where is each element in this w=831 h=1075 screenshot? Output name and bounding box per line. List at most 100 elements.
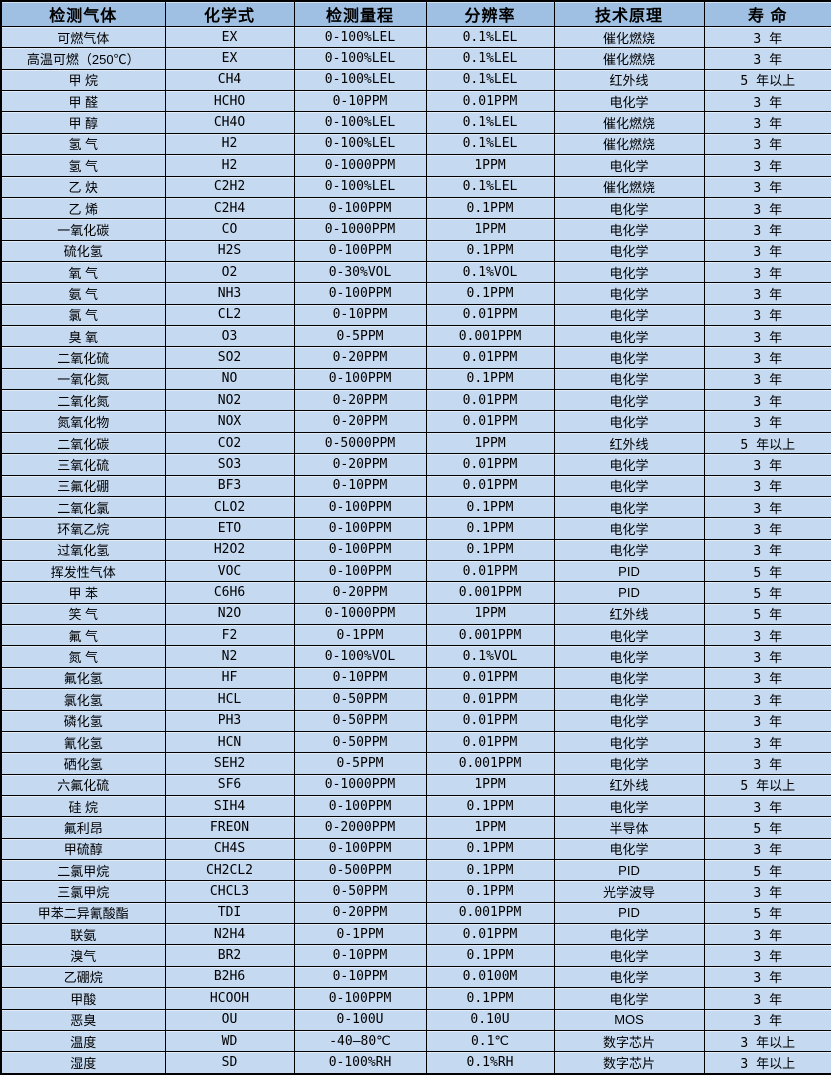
table-row: 环氧乙烷 ETO 0-100PPM 0.1PPM 电化学 3 年: [0, 517, 831, 540]
table-cell: 5 年以上: [703, 773, 831, 796]
table-cell: CHCL3: [164, 880, 295, 903]
table-cell: PID: [553, 859, 705, 882]
header-cell: 分辨率: [425, 0, 555, 27]
table-cell: 0.001PPM: [425, 752, 555, 775]
table-cell: 温度: [0, 1029, 166, 1053]
table-row: 臭 氧 O3 0-5PPM 0.001PPM 电化学 3 年: [0, 325, 831, 348]
table-cell: 3 年: [703, 923, 831, 946]
table-cell: N2: [164, 645, 295, 668]
table-cell: 0-100PPM: [293, 837, 427, 861]
table-cell: 二氧化氮: [0, 389, 166, 412]
table-cell: 0.1PPM: [425, 837, 555, 861]
table-cell: 5 年: [703, 859, 831, 882]
table-cell: CH4S: [164, 837, 295, 861]
table-cell: SF6: [164, 773, 295, 796]
table-cell: CLO2: [164, 495, 295, 519]
table-cell: 3 年: [703, 154, 831, 177]
table-cell: 电化学: [553, 410, 705, 433]
table-cell: 甲 醛: [0, 90, 166, 113]
table-cell: 电化学: [553, 752, 705, 775]
table-cell: 0-10PPM: [293, 666, 427, 690]
table-cell: CH4O: [164, 111, 295, 134]
table-cell: SD: [164, 1051, 295, 1075]
table-cell: 甲 苯: [0, 581, 166, 604]
table-cell: 电化学: [553, 987, 705, 1010]
table-cell: 0.1%VOL: [425, 260, 555, 284]
table-cell: 一氧化氮: [0, 367, 166, 391]
table-cell: 0.1PPM: [425, 880, 555, 903]
table-cell: 3 年以上: [703, 1029, 831, 1053]
table-cell: 0-100PPM: [293, 987, 427, 1010]
table-cell: 0.1%RH: [425, 1051, 555, 1075]
table-cell: 0.01PPM: [425, 474, 555, 497]
table-cell: 挥发性气体: [0, 559, 166, 583]
table-cell: 催化燃烧: [553, 175, 705, 198]
table-cell: 数字芯片: [553, 1029, 705, 1053]
table-cell: 0.01PPM: [425, 346, 555, 369]
table-row: 二氧化碳 CO2 0-5000PPM 1PPM 红外线 5 年以上: [0, 431, 831, 455]
table-cell: 0.1%LEL: [425, 47, 555, 70]
table-cell: 0-100PPM: [293, 517, 427, 540]
table-cell: PID: [553, 581, 705, 604]
table-cell: 0.1PPM: [425, 367, 555, 391]
table-cell: H2: [164, 154, 295, 177]
table-cell: 3 年: [703, 624, 831, 647]
table-cell: N2O: [164, 602, 295, 626]
table-row: 甲 烷 CH4 0-100%LEL 0.1%LEL 红外线 5 年以上: [0, 68, 831, 92]
table-row: 氮氧化物 NOX 0-20PPM 0.01PPM 电化学 3 年: [0, 410, 831, 433]
table-cell: 0-20PPM: [293, 901, 427, 925]
table-cell: 5 年以上: [703, 68, 831, 92]
table-cell: 0.1PPM: [425, 282, 555, 305]
table-row: 三氧化硫 SO3 0-20PPM 0.01PPM 电化学 3 年: [0, 453, 831, 476]
table-cell: SO3: [164, 453, 295, 476]
table-cell: FREON: [164, 816, 295, 839]
table-row: 氢 气 H2 0-1000PPM 1PPM 电化学 3 年: [0, 154, 831, 177]
table-cell: 电化学: [553, 260, 705, 284]
table-cell: 电化学: [553, 389, 705, 412]
table-cell: 0.1PPM: [425, 196, 555, 220]
table-cell: 电化学: [553, 709, 705, 732]
table-cell: 0-100PPM: [293, 559, 427, 583]
table-cell: 0-20PPM: [293, 346, 427, 369]
table-cell: 0-100PPM: [293, 495, 427, 519]
table-cell: 0-1000PPM: [293, 602, 427, 626]
table-cell: 电化学: [553, 495, 705, 519]
table-cell: 0.01PPM: [425, 410, 555, 433]
table-cell: 笑 气: [0, 602, 166, 626]
table-cell: 二氧化硫: [0, 346, 166, 369]
table-cell: 0.1%LEL: [425, 132, 555, 156]
table-row: 甲苯二异氰酸酯 TDI 0-20PPM 0.001PPM PID 5 年: [0, 901, 831, 925]
table-row: 甲 醇 CH4O 0-100%LEL 0.1%LEL 催化燃烧 3 年: [0, 111, 831, 134]
table-cell: HCN: [164, 730, 295, 754]
table-cell: TDI: [164, 901, 295, 925]
table-cell: 电化学: [553, 944, 705, 967]
table-cell: SO2: [164, 346, 295, 369]
table-cell: 半导体: [553, 816, 705, 839]
table-row: 二氧化氮 NO2 0-20PPM 0.01PPM 电化学 3 年: [0, 389, 831, 412]
table-cell: 硫化氢: [0, 239, 166, 262]
table-cell: 0.1PPM: [425, 794, 555, 818]
table-cell: HF: [164, 666, 295, 690]
table-cell: 3 年: [703, 944, 831, 967]
table-cell: 3 年: [703, 666, 831, 690]
table-row: 六氟化硫 SF6 0-1000PPM 1PPM 红外线 5 年以上: [0, 773, 831, 796]
table-row: 乙硼烷 B2H6 0-10PPM 0.0100M 电化学 3 年: [0, 965, 831, 989]
table-cell: 3 年: [703, 688, 831, 711]
table-cell: 可燃气体: [0, 25, 166, 49]
table-cell: 0-100%VOL: [293, 645, 427, 668]
table-cell: 0.1%LEL: [425, 175, 555, 198]
table-cell: 3 年: [703, 645, 831, 668]
table-cell: 红外线: [553, 773, 705, 796]
table-cell: 0.1℃: [425, 1029, 555, 1053]
table-cell: 3 年: [703, 25, 831, 49]
table-row: 三氟化硼 BF3 0-10PPM 0.01PPM 电化学 3 年: [0, 474, 831, 497]
table-cell: 电化学: [553, 965, 705, 989]
table-cell: O2: [164, 260, 295, 284]
table-cell: 3 年: [703, 880, 831, 903]
table-cell: 0.01PPM: [425, 90, 555, 113]
table-row: 甲硫醇 CH4S 0-100PPM 0.1PPM 电化学 3 年: [0, 837, 831, 861]
table-cell: 1PPM: [425, 218, 555, 241]
table-cell: 0.001PPM: [425, 901, 555, 925]
table-cell: 0.1%LEL: [425, 111, 555, 134]
table-cell: 0-20PPM: [293, 453, 427, 476]
